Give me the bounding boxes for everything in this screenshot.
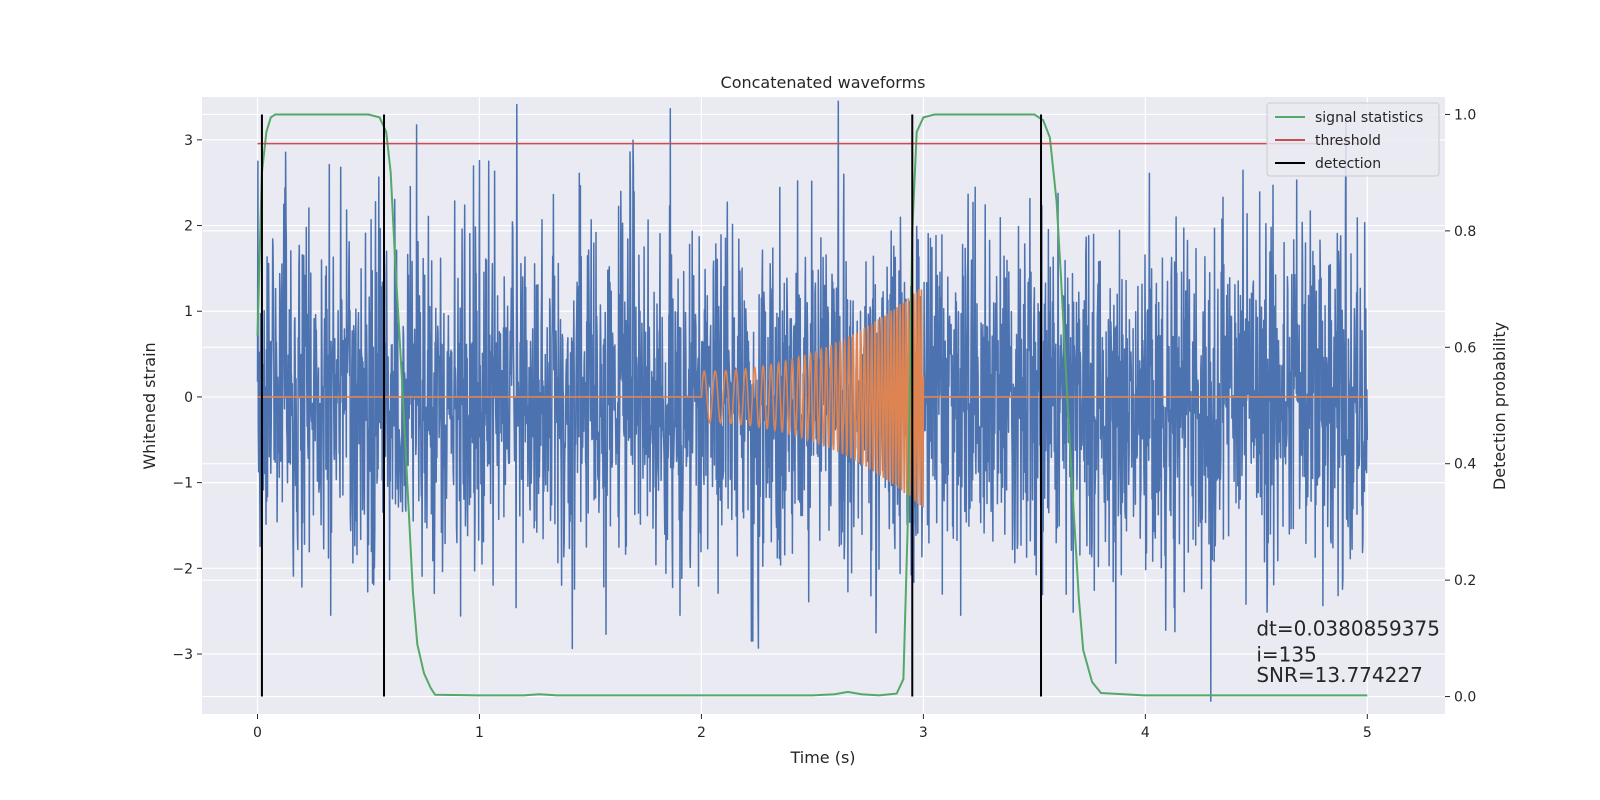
y-tick-label: 0 xyxy=(184,390,193,406)
legend-entry: detection xyxy=(1315,156,1381,172)
y2-axis-label: Detection probability xyxy=(1490,322,1509,490)
y-axis-label: Whitened strain xyxy=(140,342,159,469)
y-tick-label: −3 xyxy=(172,647,193,663)
x-tick-label: 3 xyxy=(919,725,928,741)
legend-entry: signal statistics xyxy=(1315,110,1423,126)
legend: signal statistics threshold detection xyxy=(1266,102,1440,177)
y2-tick-label: 0.6 xyxy=(1454,340,1476,356)
annotation-text: i=135 xyxy=(1256,643,1317,667)
x-tick-label: 1 xyxy=(475,725,484,741)
y2-tick-label: 0.0 xyxy=(1454,690,1476,706)
annotation-text: dt=0.0380859375 xyxy=(1256,616,1440,640)
y-tick-label: 1 xyxy=(184,304,193,320)
x-axis-label: Time (s) xyxy=(789,748,855,767)
x-tick-label: 2 xyxy=(697,725,706,741)
x-tick-label: 4 xyxy=(1141,725,1150,741)
template-series-line xyxy=(257,289,1368,507)
x-tick-label: 5 xyxy=(1363,725,1372,741)
y-tick-label: 3 xyxy=(184,133,193,149)
axes: 0 1 2 3 4 5 −3 −2 −1 0 1 2 3 0.0 0.2 0.4 0.6 0.8 1.0 xyxy=(172,107,1476,741)
legend-entry: threshold xyxy=(1315,133,1381,149)
x-tick-label: 0 xyxy=(253,725,262,741)
y-tick-label: −2 xyxy=(172,561,193,577)
plot-area xyxy=(256,100,1369,702)
y2-tick-label: 0.4 xyxy=(1454,457,1476,473)
y-tick-label: 2 xyxy=(184,219,193,235)
y2-tick-label: 0.2 xyxy=(1454,573,1476,589)
y2-tick-label: 0.8 xyxy=(1454,224,1476,240)
annotation-text: SNR=13.774227 xyxy=(1256,663,1422,687)
legend-box xyxy=(1266,102,1440,177)
signal-statistics-line xyxy=(256,113,1368,697)
y2-tick-label: 1.0 xyxy=(1454,107,1476,123)
chart-title: Concatenated waveforms xyxy=(721,73,926,92)
y-tick-label: −1 xyxy=(172,476,193,492)
